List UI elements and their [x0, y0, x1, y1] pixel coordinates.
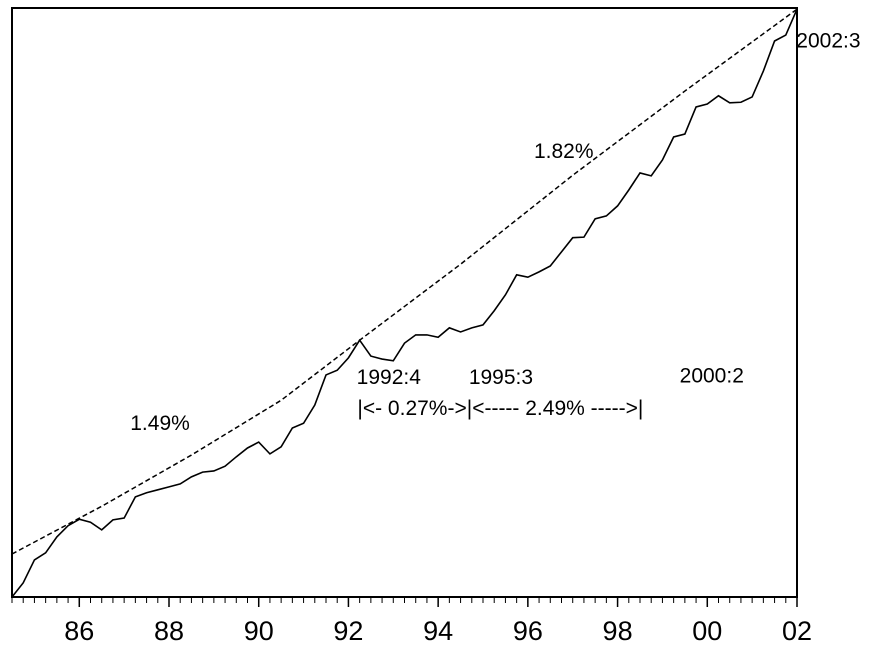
x-tick-label: 96	[513, 616, 543, 646]
x-tick-label: 90	[244, 616, 274, 646]
annotation: 2002:3	[796, 30, 860, 53]
x-tick-label: 94	[423, 616, 453, 646]
x-tick-label: 98	[603, 616, 633, 646]
x-tick-label: 92	[333, 616, 363, 646]
annotation: 1995:3	[469, 366, 533, 389]
trend-line	[11, 8, 798, 555]
annotation: 1.82%	[534, 140, 594, 163]
annotation: |<- 0.27%->|<----- 2.49% ----->|	[357, 397, 643, 420]
x-tick-label: 88	[154, 616, 184, 646]
x-tick-label: 00	[692, 616, 722, 646]
annotation: 1992:4	[357, 366, 422, 389]
x-tick-label: 86	[64, 616, 94, 646]
x-tick-label: 02	[782, 616, 812, 646]
annotation: 1.49%	[130, 412, 190, 435]
annotation: 2000:2	[680, 364, 744, 387]
data-line	[11, 8, 798, 598]
